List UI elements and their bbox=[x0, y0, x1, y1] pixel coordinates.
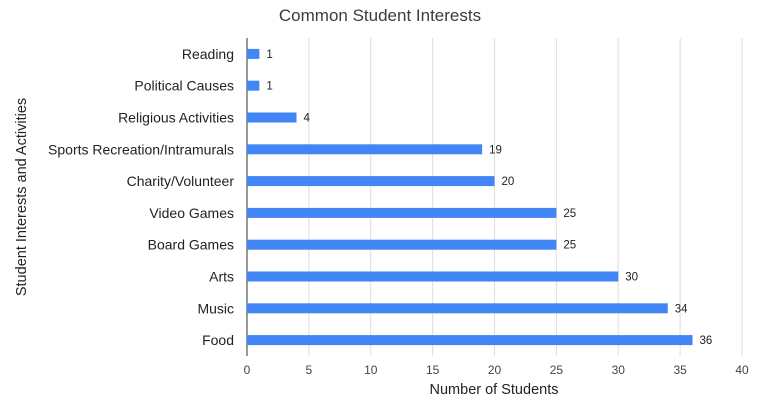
data-label: 25 bbox=[563, 208, 576, 220]
bar bbox=[247, 176, 495, 187]
bar bbox=[247, 271, 619, 282]
bar bbox=[247, 48, 260, 59]
data-label: 1 bbox=[266, 49, 272, 61]
bar bbox=[247, 303, 668, 314]
data-label: 34 bbox=[675, 303, 688, 315]
x-tick-label: 5 bbox=[306, 363, 313, 377]
x-tick-label: 0 bbox=[244, 363, 251, 377]
bar bbox=[247, 144, 483, 155]
x-axis-title: Number of Students bbox=[430, 382, 559, 398]
bar bbox=[247, 239, 557, 250]
bar bbox=[247, 112, 297, 123]
gridlines bbox=[246, 38, 743, 356]
category-label: Sports Recreation/Intramurals bbox=[48, 141, 234, 157]
category-label: Arts bbox=[209, 269, 234, 285]
category-label: Charity/Volunteer bbox=[127, 173, 235, 189]
y-axis-title: Student Interests and Activities bbox=[14, 98, 30, 296]
data-label: 36 bbox=[700, 335, 713, 347]
data-labels: 1 1 4 19 20 25 25 30 34 36 bbox=[266, 49, 712, 347]
category-labels: Reading Political Causes Religious Activit… bbox=[48, 46, 234, 348]
category-label: Reading bbox=[182, 46, 234, 62]
data-label: 19 bbox=[489, 144, 502, 156]
bar bbox=[247, 207, 557, 218]
category-label: Political Causes bbox=[134, 78, 234, 94]
x-tick-label: 25 bbox=[550, 363, 564, 377]
chart-title: Common Student Interests bbox=[279, 6, 481, 25]
bar bbox=[247, 335, 693, 346]
bars bbox=[247, 48, 693, 346]
data-label: 25 bbox=[563, 240, 576, 252]
category-label: Video Games bbox=[149, 205, 234, 221]
x-tick-label: 10 bbox=[364, 363, 378, 377]
data-label: 20 bbox=[502, 176, 515, 188]
category-label: Religious Activities bbox=[118, 110, 234, 126]
category-label: Music bbox=[197, 300, 234, 316]
data-label: 1 bbox=[266, 81, 272, 93]
x-tick-label: 30 bbox=[612, 363, 626, 377]
bar bbox=[247, 80, 260, 91]
x-tick-label: 15 bbox=[426, 363, 440, 377]
x-tick-label: 35 bbox=[673, 363, 687, 377]
data-label: 30 bbox=[625, 272, 638, 284]
x-tick-labels: 0 5 10 15 20 25 30 35 40 bbox=[244, 363, 749, 377]
x-tick-label: 20 bbox=[488, 363, 502, 377]
category-label: Board Games bbox=[148, 237, 234, 253]
category-label: Food bbox=[202, 332, 234, 348]
x-tick-label: 40 bbox=[735, 363, 749, 377]
data-label: 4 bbox=[304, 113, 311, 125]
